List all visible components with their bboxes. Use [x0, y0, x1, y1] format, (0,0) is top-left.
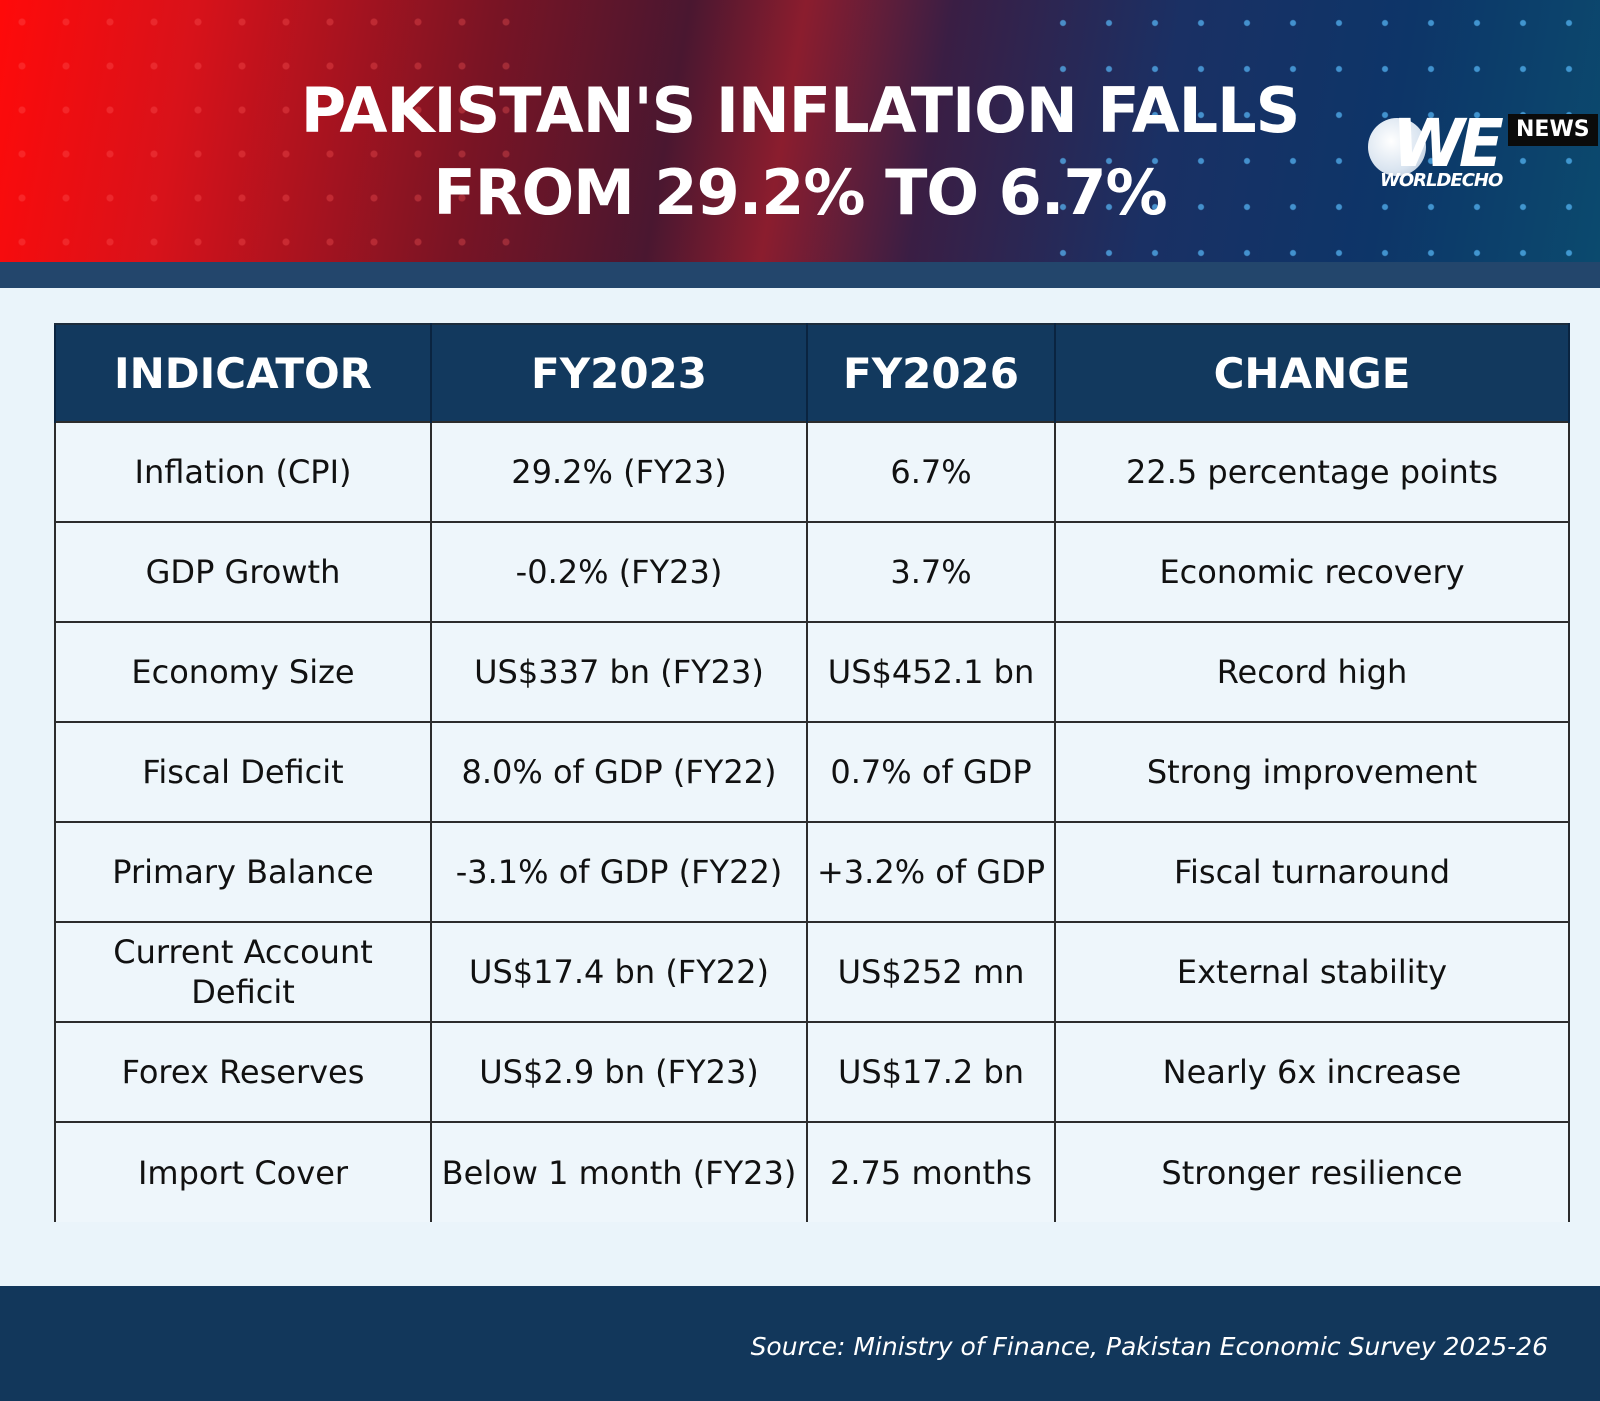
cell-indicator: Economy Size [54, 621, 432, 723]
cell-fy2026: 0.7% of GDP [806, 721, 1056, 823]
header-divider-band [0, 262, 1600, 288]
cell-indicator: Current Account Deficit [54, 921, 432, 1023]
table-row: Current Account Deficit US$17.4 bn (FY22… [54, 921, 1570, 1023]
globe-icon [1368, 118, 1426, 176]
table-row: Import Cover Below 1 month (FY23) 2.75 m… [54, 1121, 1570, 1222]
decorative-dots-right [1040, 0, 1600, 262]
cell-indicator: Inflation (CPI) [54, 421, 432, 523]
cell-change: Stronger resilience [1054, 1121, 1570, 1222]
cell-fy2026: US$17.2 bn [806, 1021, 1056, 1123]
cell-fy2026: +3.2% of GDP [806, 821, 1056, 923]
decorative-dots-left [0, 0, 520, 262]
cell-indicator: Import Cover [54, 1121, 432, 1222]
table-row: GDP Growth -0.2% (FY23) 3.7% Economic re… [54, 521, 1570, 623]
column-header-change: CHANGE [1054, 323, 1570, 422]
cell-fy2026: 2.75 months [806, 1121, 1056, 1222]
cell-indicator: Fiscal Deficit [54, 721, 432, 823]
logo-name: WORLDECHO [1380, 170, 1503, 191]
cell-fy2026: US$452.1 bn [806, 621, 1056, 723]
column-header-fy2026: FY2026 [806, 323, 1056, 422]
cell-fy2023: US$17.4 bn (FY22) [430, 921, 808, 1023]
table-row: Inflation (CPI) 29.2% (FY23) 6.7% 22.5 p… [54, 421, 1570, 523]
cell-change: Economic recovery [1054, 521, 1570, 623]
cell-fy2023: 29.2% (FY23) [430, 421, 808, 523]
cell-indicator: GDP Growth [54, 521, 432, 623]
cell-change: Strong improvement [1054, 721, 1570, 823]
column-header-fy2023: FY2023 [430, 323, 808, 422]
table-row: Economy Size US$337 bn (FY23) US$452.1 b… [54, 621, 1570, 723]
logo-news-tag: NEWS [1508, 114, 1598, 146]
cell-change: External stability [1054, 921, 1570, 1023]
worldecho-logo: WE NEWS WORLDECHO [1362, 105, 1598, 196]
table-header-row: INDICATOR FY2023 FY2026 CHANGE [54, 323, 1570, 422]
cell-fy2023: -3.1% of GDP (FY22) [430, 821, 808, 923]
table-row: Forex Reserves US$2.9 bn (FY23) US$17.2 … [54, 1021, 1570, 1123]
header-banner: PAKISTAN'S INFLATION FALLS FROM 29.2% TO… [0, 0, 1600, 262]
cell-fy2023: US$2.9 bn (FY23) [430, 1021, 808, 1123]
table-row: Fiscal Deficit 8.0% of GDP (FY22) 0.7% o… [54, 721, 1570, 823]
page-title: PAKISTAN'S INFLATION FALLS FROM 29.2% TO… [200, 70, 1400, 234]
cell-fy2026: 6.7% [806, 421, 1056, 523]
cell-fy2023: 8.0% of GDP (FY22) [430, 721, 808, 823]
cell-change: Fiscal turnaround [1054, 821, 1570, 923]
cell-fy2026: US$252 mn [806, 921, 1056, 1023]
footer-bar: Source: Ministry of Finance, Pakistan Ec… [0, 1286, 1600, 1401]
cell-fy2023: -0.2% (FY23) [430, 521, 808, 623]
cell-fy2023: Below 1 month (FY23) [430, 1121, 808, 1222]
cell-indicator: Forex Reserves [54, 1021, 432, 1123]
cell-fy2023: US$337 bn (FY23) [430, 621, 808, 723]
table-row: Primary Balance -3.1% of GDP (FY22) +3.2… [54, 821, 1570, 923]
cell-change: Nearly 6x increase [1054, 1021, 1570, 1123]
source-caption: Source: Ministry of Finance, Pakistan Ec… [750, 1332, 1548, 1361]
title-line-1: PAKISTAN'S INFLATION FALLS [300, 74, 1300, 147]
indicator-table: INDICATOR FY2023 FY2026 CHANGE Inflation… [54, 323, 1570, 1222]
cell-change: 22.5 percentage points [1054, 421, 1570, 523]
column-header-indicator: INDICATOR [54, 323, 432, 422]
cell-indicator: Primary Balance [54, 821, 432, 923]
cell-change: Record high [1054, 621, 1570, 723]
logo-mark: WE [1392, 105, 1504, 182]
cell-fy2026: 3.7% [806, 521, 1056, 623]
title-line-2: FROM 29.2% TO 6.7% [433, 156, 1167, 229]
